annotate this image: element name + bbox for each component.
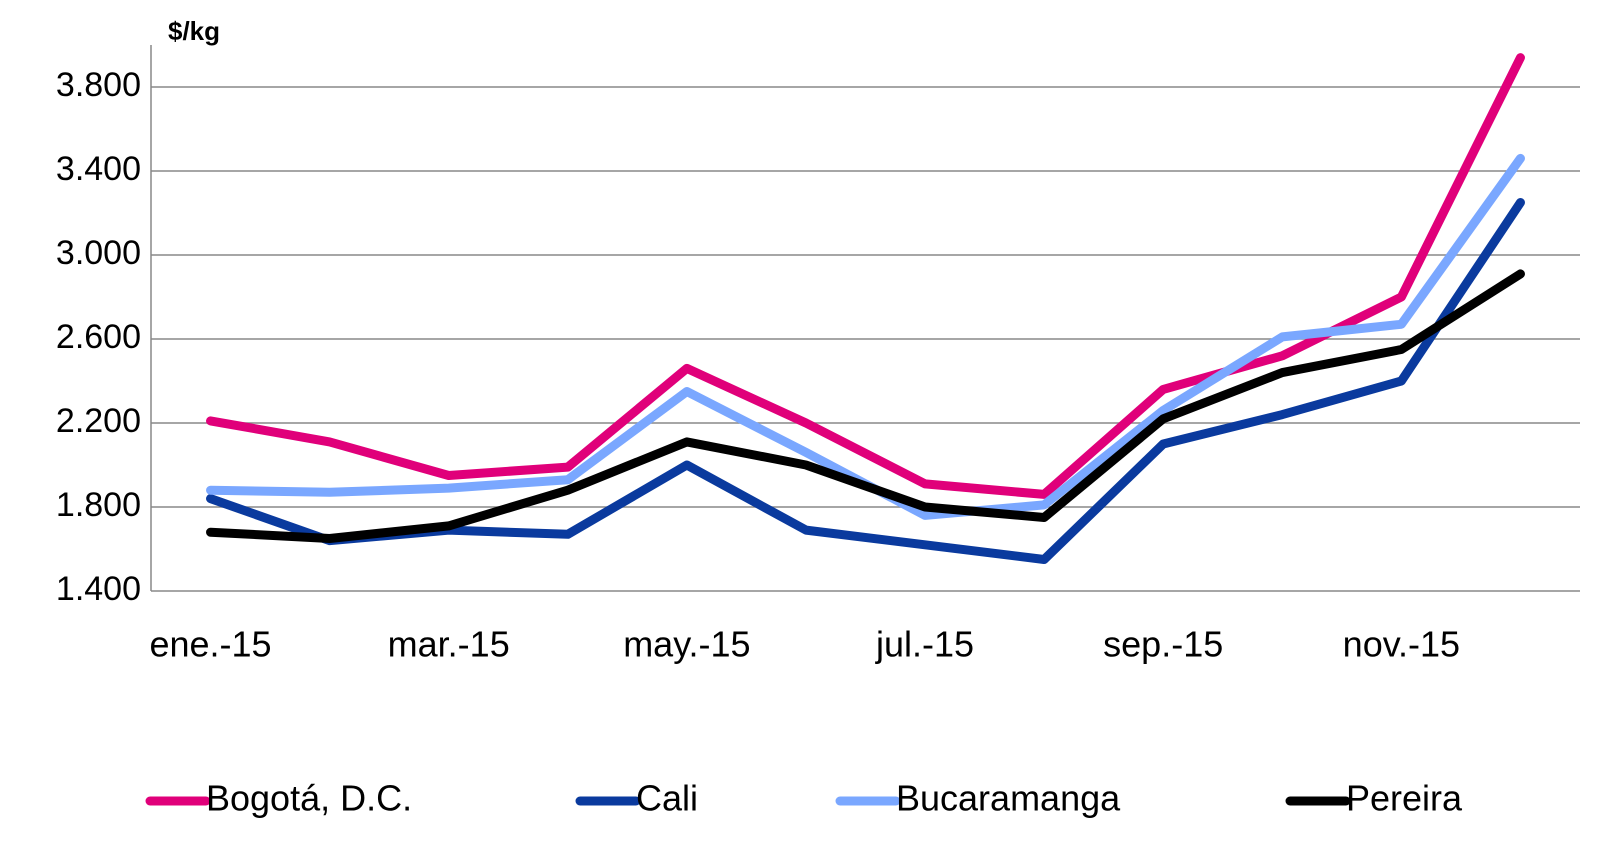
y-tick-label: 3.800 <box>56 66 141 104</box>
legend-label: Cali <box>636 778 698 819</box>
y-tick-label: 2.600 <box>56 318 141 356</box>
x-tick-label: ene.-15 <box>149 624 271 665</box>
series-line <box>206 53 1525 499</box>
legend-label: Pereira <box>1346 778 1463 819</box>
legend-label: Bucaramanga <box>896 778 1121 819</box>
series-line <box>206 269 1525 543</box>
y-tick-label: 1.400 <box>56 570 141 608</box>
x-tick-label: sep.-15 <box>1103 624 1223 665</box>
x-tick-label: mar.-15 <box>388 624 510 665</box>
y-tick-label: 3.400 <box>56 150 141 188</box>
x-tick-label: may.-15 <box>623 624 750 665</box>
y-axis-label: $/kg <box>168 16 220 46</box>
x-tick-label: nov.-15 <box>1343 624 1460 665</box>
series-line <box>206 198 1525 564</box>
x-tick-label: jul.-15 <box>875 624 974 665</box>
y-tick-label: 3.000 <box>56 234 141 272</box>
legend-label: Bogotá, D.C. <box>206 778 412 819</box>
y-tick-label: 1.800 <box>56 486 141 524</box>
y-tick-label: 2.200 <box>56 402 141 440</box>
